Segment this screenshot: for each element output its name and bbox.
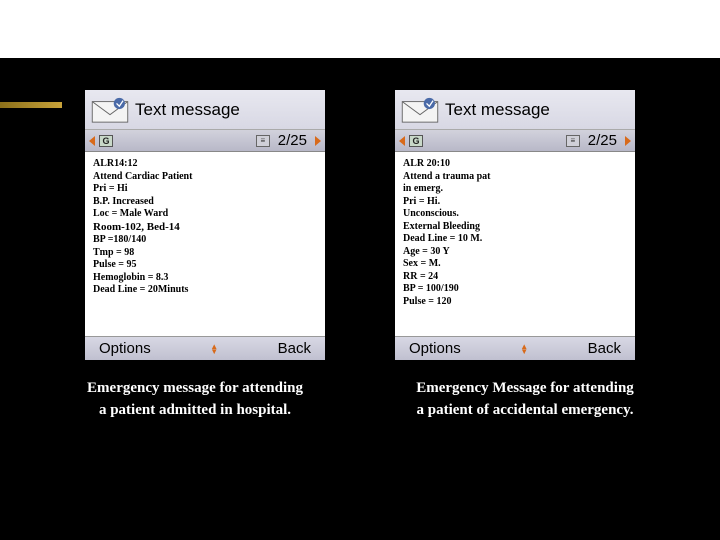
msg-line: ALR14:12 [93,158,317,171]
status-left: G [89,135,113,147]
status-right: ≡ 2/25 [566,132,631,149]
msg-line: RR = 24 [403,271,627,284]
title-background [0,0,720,58]
status-bar: G ≡ 2/25 [85,130,325,152]
updown-icon[interactable]: ▲▼ [520,344,528,354]
msg-line: Loc = Male Ward [93,208,317,221]
header-label: Text message [445,100,550,120]
msg-line: Dead Line = 10 M. [403,233,627,246]
back-button[interactable]: Back [278,340,311,357]
arrow-left-icon[interactable] [89,136,95,146]
arrow-right-icon[interactable] [315,136,321,146]
msg-line: External Bleeding [403,221,627,234]
msg-line: in emerg. [403,183,627,196]
phone-footer: Options ▲▼ Back [85,336,325,360]
msg-line: Unconscious. [403,208,627,221]
msg-line: Attend a trauma pat [403,171,627,184]
caption-line: a patient of accidental emergency. [375,400,675,422]
message-body-right: ALR 20:10 Attend a trauma pat in emerg. … [395,152,635,336]
phone-left: Text message G ≡ 2/25 ALR14:12 Attend Ca… [85,90,325,360]
signal-g-icon: G [99,135,113,147]
arrow-right-icon[interactable] [625,136,631,146]
caption-line: Emergency message for attending [45,378,345,400]
caption-right: Emergency Message for attending a patien… [375,378,675,422]
caption-left: Emergency message for attending a patien… [45,378,345,422]
msg-line: Hemoglobin = 8.3 [93,272,317,285]
options-button[interactable]: Options [99,340,151,357]
msg-line: Pulse = 95 [93,259,317,272]
updown-icon[interactable]: ▲▼ [210,344,218,354]
message-counter: 2/25 [278,132,307,149]
arrow-left-icon[interactable] [399,136,405,146]
status-bar: G ≡ 2/25 [395,130,635,152]
msg-line: Sex = M. [403,258,627,271]
phone-footer: Options ▲▼ Back [395,336,635,360]
envelope-icon [91,96,129,124]
back-button[interactable]: Back [588,340,621,357]
msg-line: BP = 100/190 [403,283,627,296]
msg-line: Pulse = 120 [403,296,627,309]
status-left: G [399,135,423,147]
phones-row: Text message G ≡ 2/25 ALR14:12 Attend Ca… [0,90,720,360]
caption-line: Emergency Message for attending [375,378,675,400]
phone-right: Text message G ≡ 2/25 ALR 20:10 Attend a… [395,90,635,360]
signal-g-icon: G [409,135,423,147]
phone-header: Text message [395,90,635,130]
message-counter: 2/25 [588,132,617,149]
accent-bar [0,102,62,108]
header-label: Text message [135,100,240,120]
options-button[interactable]: Options [409,340,461,357]
status-right: ≡ 2/25 [256,132,321,149]
message-body-left: ALR14:12 Attend Cardiac Patient Pri = Hi… [85,152,325,336]
captions-row: Emergency message for attending a patien… [0,378,720,422]
msg-line: Attend Cardiac Patient [93,171,317,184]
msg-line: Tmp = 98 [93,247,317,260]
msg-line-highlight: Room-102, Bed-14 [93,221,317,235]
msg-line: Pri = Hi [93,183,317,196]
msg-line: Pri = Hi. [403,196,627,209]
msg-line: ALR 20:10 [403,158,627,171]
list-icon: ≡ [566,135,580,147]
msg-line: B.P. Increased [93,196,317,209]
phone-header: Text message [85,90,325,130]
msg-line: Dead Line = 20Minuts [93,284,317,297]
msg-line: Age = 30 Y [403,246,627,259]
list-icon: ≡ [256,135,270,147]
msg-line: BP =180/140 [93,234,317,247]
caption-line: a patient admitted in hospital. [45,400,345,422]
envelope-icon [401,96,439,124]
